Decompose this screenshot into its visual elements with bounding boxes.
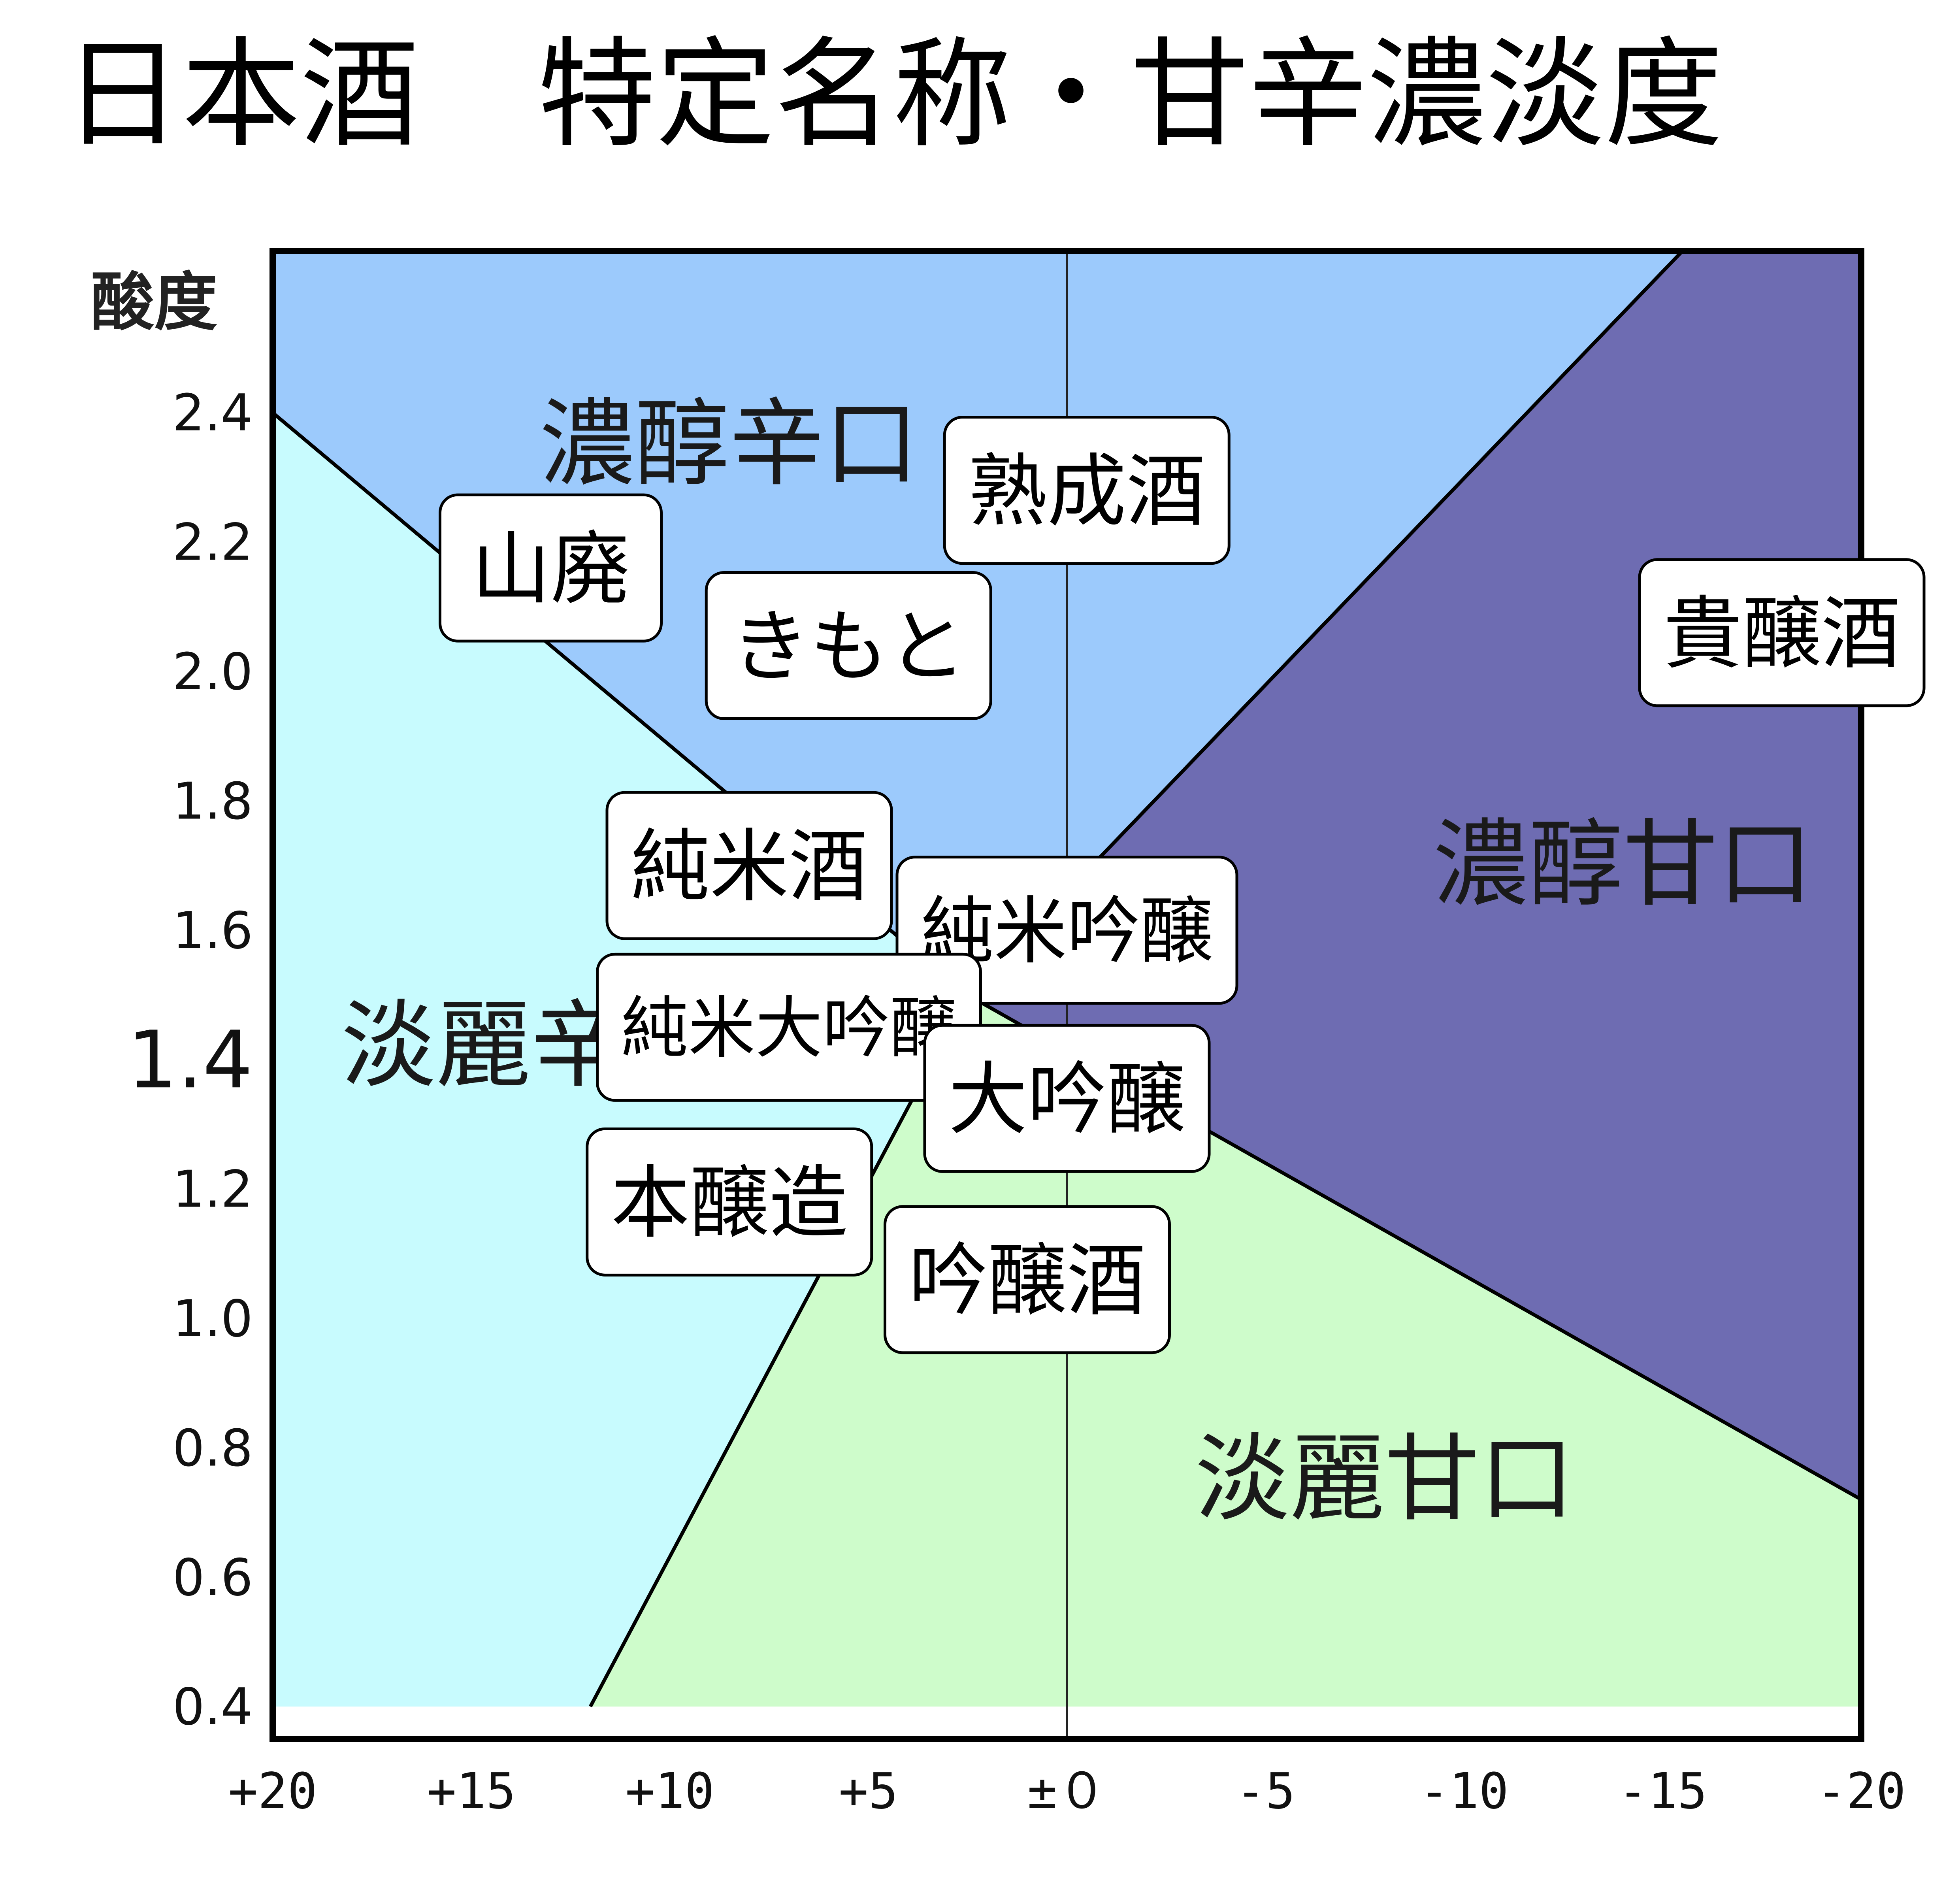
y-tick-label: 2.2	[172, 513, 253, 572]
data-point-box: 熟成酒	[943, 416, 1231, 565]
y-tick-label: 0.8	[172, 1419, 253, 1478]
x-axis: +20 +15 +10 +5 ±０ -5 -10 -15 -20	[228, 1763, 1906, 1820]
chart-title: 日本酒 特定名称・甘辛濃淡度	[63, 26, 1723, 164]
data-point-frame	[439, 493, 663, 643]
data-point-label: 純米酒	[631, 821, 868, 913]
data-point-frame	[705, 571, 992, 720]
data-point-label: 大吟醸	[948, 1054, 1185, 1146]
y-tick-label: 0.6	[172, 1548, 253, 1607]
data-point-box: 吟醸酒	[884, 1205, 1171, 1354]
data-point-box: 貴醸酒	[1638, 558, 1926, 707]
data-point-box: 大吟醸	[923, 1024, 1211, 1173]
y-tick-label: 1.6	[172, 901, 253, 960]
plot-frame	[270, 248, 1864, 1742]
x-tick-label: -20	[1817, 1763, 1906, 1820]
data-point-frame	[884, 1205, 1171, 1354]
x-tick-label: +15	[427, 1763, 516, 1820]
x-tick-label: -15	[1618, 1763, 1707, 1820]
x-tick-label: +20	[228, 1763, 317, 1820]
region-label: 淡麗甘口	[1195, 1424, 1574, 1534]
data-point-frame	[943, 416, 1231, 565]
data-point-box: 山廃	[439, 493, 663, 643]
x-tick-label: +10	[625, 1763, 714, 1820]
data-point-box: 純米酒	[605, 791, 893, 940]
data-point-frame	[1638, 558, 1926, 707]
data-point-box: 本醸造	[586, 1127, 873, 1277]
x-tick-label: +5	[839, 1763, 898, 1820]
x-tick-label: -5	[1236, 1763, 1295, 1820]
x-tick-label: ±０	[1027, 1763, 1106, 1820]
y-axis-title: 酸度	[91, 265, 217, 339]
region-4	[590, 995, 1861, 1707]
data-point-label: 熟成酒	[968, 446, 1205, 538]
y-axis: 酸度 2.4 2.2 2.0 1.8 1.6 1.4 1.2 1.0 0.8 0.6 0.4	[91, 265, 253, 1737]
data-point-label: 純米大吟醸	[621, 990, 957, 1068]
data-point-box: きもと	[705, 571, 992, 720]
data-point-frame	[895, 856, 1238, 1005]
data-point-frame	[605, 791, 893, 940]
y-tick-label: 2.4	[172, 384, 253, 443]
data-point-label: 山廃	[471, 523, 629, 615]
data-point-frame	[923, 1024, 1211, 1173]
data-point-box: 純米大吟醸	[596, 952, 982, 1102]
y-tick-label: 2.0	[172, 643, 253, 701]
y-tick-label: 0.4	[172, 1678, 253, 1737]
data-point-label: 本醸造	[611, 1157, 848, 1249]
data-point-frame	[586, 1127, 873, 1277]
y-tick-label: 1.2	[172, 1160, 253, 1219]
region-3	[967, 251, 1861, 1500]
data-point-label: きもと	[731, 601, 966, 693]
y-tick-label: 1.8	[172, 772, 253, 831]
data-point-box: 純米吟醸	[895, 856, 1238, 1005]
y-tick-label: 1.4	[127, 1014, 253, 1106]
x-tick-label: -10	[1419, 1763, 1509, 1820]
data-point-label: 吟醸酒	[908, 1235, 1146, 1327]
boundary-line-4	[589, 994, 969, 1708]
y-tick-label: 1.0	[172, 1290, 253, 1348]
region-label: 濃醇辛口	[540, 388, 919, 499]
data-point-label: 貴醸酒	[1663, 588, 1900, 680]
region-label: 濃醇甘口	[1433, 809, 1813, 920]
